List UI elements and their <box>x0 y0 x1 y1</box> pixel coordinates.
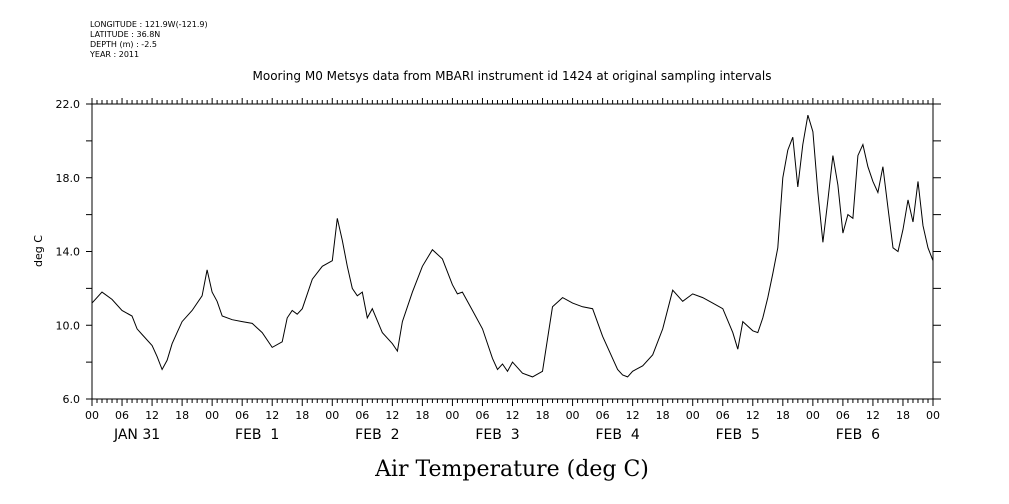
x-tick-label: 12 <box>506 409 520 422</box>
x-tick-label: 12 <box>746 409 760 422</box>
y-tick-label: 14.0 <box>56 246 81 259</box>
x-tick-label: 00 <box>566 409 580 422</box>
x-tick-label: 06 <box>235 409 249 422</box>
x-tick-label: 12 <box>626 409 640 422</box>
x-tick-label: 12 <box>265 409 279 422</box>
y-tick-label: 22.0 <box>56 98 81 111</box>
y-tick-label: 18.0 <box>56 172 81 185</box>
x-tick-label: 06 <box>596 409 610 422</box>
x-tick-label: 06 <box>115 409 129 422</box>
x-tick-label: 12 <box>145 409 159 422</box>
depth-label: DEPTH (m) : -2.5 <box>90 40 157 49</box>
x-tick-label: 18 <box>896 409 910 422</box>
latitude-label: LATITUDE : 36.8N <box>90 30 161 39</box>
x-tick-label: 18 <box>536 409 550 422</box>
x-tick-label: 00 <box>325 409 339 422</box>
x-axis-label: Air Temperature (deg C) <box>374 457 649 482</box>
x-tick-label: 12 <box>385 409 399 422</box>
year-label: YEAR : 2011 <box>90 50 140 59</box>
x-day-label: FEB 2 <box>355 427 399 443</box>
x-day-label: JAN 31 <box>113 427 160 443</box>
x-tick-label: 00 <box>806 409 820 422</box>
y-tick-label: 10.0 <box>56 319 81 332</box>
x-day-label: FEB 5 <box>716 427 760 443</box>
x-tick-label: 06 <box>475 409 489 422</box>
y-tick-label: 6.0 <box>63 393 81 406</box>
y-axis-label: deg C <box>32 235 45 267</box>
plot-frame <box>91 103 934 400</box>
x-day-label: FEB 6 <box>836 427 880 443</box>
x-tick-label: 00 <box>85 409 99 422</box>
x-tick-label: 18 <box>415 409 429 422</box>
x-tick-label: 00 <box>205 409 219 422</box>
x-tick-label: 00 <box>686 409 700 422</box>
x-tick-label: 18 <box>656 409 670 422</box>
y-axis: 6.0 10.0 14.0 18.0 22.0 <box>56 98 941 406</box>
x-tick-label: 18 <box>175 409 189 422</box>
x-axis: 00 06 12 18 00 06 12 18 00 06 12 18 00 06 12 18 00 06 12 18… <box>85 98 940 443</box>
x-tick-label: 06 <box>836 409 850 422</box>
longitude-label: LONGITUDE : 121.9W(-121.9) <box>90 20 208 29</box>
station-metadata: LONGITUDE : 121.9W(-121.9) LATITUDE : 36… <box>90 20 208 60</box>
x-day-label: FEB 3 <box>475 427 519 443</box>
x-tick-label: 12 <box>866 409 880 422</box>
x-day-label: FEB 1 <box>235 427 279 443</box>
x-day-label: FEB 4 <box>595 427 639 443</box>
x-tick-label: 00 <box>926 409 940 422</box>
chart-title: Mooring M0 Metsys data from MBARI instru… <box>253 69 772 83</box>
x-tick-label: 18 <box>295 409 309 422</box>
x-tick-label: 06 <box>355 409 369 422</box>
air-temperature-line <box>91 114 934 378</box>
x-tick-label: 00 <box>445 409 459 422</box>
x-tick-label: 06 <box>716 409 730 422</box>
x-tick-label: 18 <box>776 409 790 422</box>
